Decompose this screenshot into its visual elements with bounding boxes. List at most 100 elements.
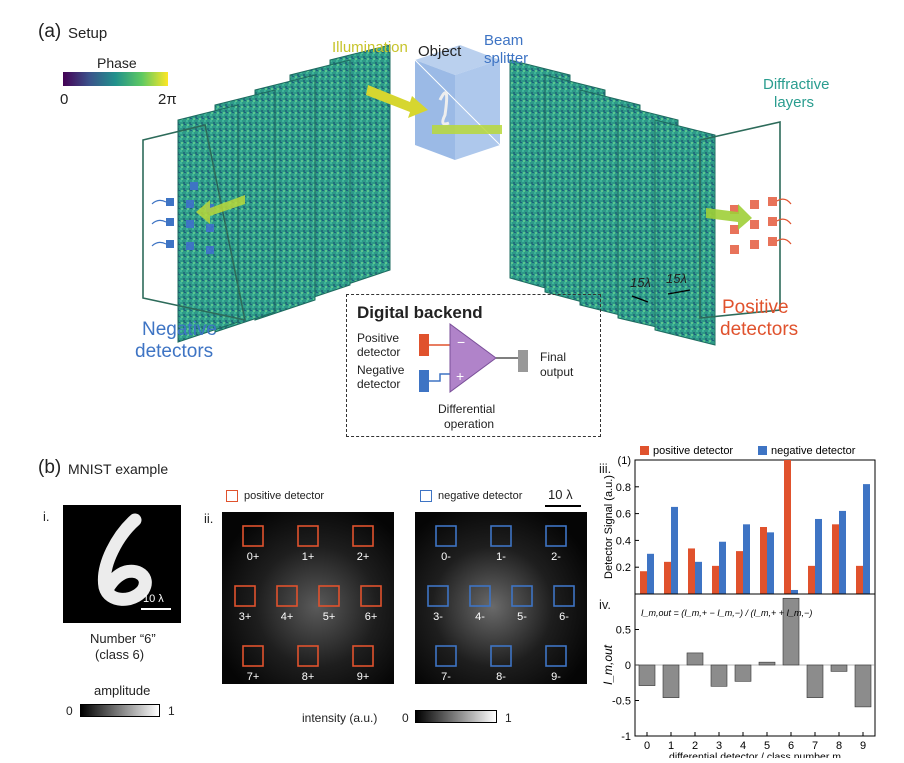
setup-illustration bbox=[142, 44, 792, 346]
positive-detector-box bbox=[352, 525, 374, 547]
negative-detector-label: 5- bbox=[517, 611, 527, 623]
diff-output-bar bbox=[638, 664, 656, 686]
positive-detector-label: 5+ bbox=[323, 611, 336, 623]
diffractive-layer bbox=[177, 104, 239, 343]
diff-output-bar bbox=[782, 597, 800, 666]
legend-positive-marker bbox=[640, 446, 649, 455]
intensity-max: 1 bbox=[505, 711, 512, 725]
backend-positive-detector-icon bbox=[419, 334, 429, 356]
operation-label-2: operation bbox=[444, 417, 495, 431]
negative-signal-bar bbox=[743, 524, 750, 594]
negative-signal-bar bbox=[767, 532, 774, 594]
illumination-arrow bbox=[366, 85, 428, 118]
diff-output-bar bbox=[710, 664, 728, 687]
scale-label-left: 15λ bbox=[630, 275, 651, 290]
amplifier-icon bbox=[449, 323, 497, 393]
positive-detectors-label-1: Positive bbox=[722, 297, 789, 318]
backend-positive-label-2: detector bbox=[357, 345, 401, 359]
digit-caption-2: (class 6) bbox=[95, 647, 145, 662]
negative-signal-bar bbox=[695, 561, 702, 594]
digital-backend-box bbox=[346, 294, 601, 437]
positive-detector-label: 0+ bbox=[247, 551, 260, 563]
diff-output-bar bbox=[758, 661, 776, 666]
negative-detector-box bbox=[545, 645, 567, 667]
positive-detector-box bbox=[242, 525, 264, 547]
split-beam bbox=[432, 125, 502, 134]
negative-detectors-label-2: detectors bbox=[135, 341, 214, 362]
negative-detector-label: 4- bbox=[475, 611, 485, 623]
x-tick-label: 6 bbox=[788, 740, 794, 752]
differential-amplifier-diagram bbox=[419, 323, 528, 393]
negative-detector-wires bbox=[151, 199, 167, 247]
positive-detector-label: 1+ bbox=[302, 551, 315, 563]
positive-signal-bar bbox=[808, 565, 815, 594]
sub-iii-numeral: iii. bbox=[599, 461, 612, 476]
beam-splitter-label-2: splitter bbox=[484, 50, 529, 67]
positive-intensity-map: 0+ 1+ 2+ 3+ 4+ 5+ 6+ 7+ 8+ 9+ bbox=[222, 512, 394, 684]
negative-detector-box bbox=[435, 645, 457, 667]
positive-detector-wires bbox=[776, 198, 792, 245]
negative-detector-grid: 0- 1- 2- 3- 4- 5- 6- 7- 8- 9- bbox=[427, 525, 575, 683]
negative-detector-label: 8- bbox=[496, 671, 506, 683]
positive-signal-bar bbox=[736, 551, 743, 594]
diff-output-bar bbox=[662, 664, 680, 698]
legend-negative-label: negative detector bbox=[438, 490, 523, 502]
beam-splitter-label-1: Beam bbox=[484, 32, 524, 49]
y-tick-label: 0.6 bbox=[616, 509, 631, 521]
negative-signal-bar bbox=[791, 589, 798, 594]
negative-detector-label: 2- bbox=[551, 551, 561, 563]
digit-six-drawing bbox=[97, 513, 171, 610]
positive-detector-label: 6+ bbox=[365, 611, 378, 623]
negative-detector-box bbox=[469, 585, 491, 607]
positive-signal-bar bbox=[784, 460, 791, 594]
y-tick-label: (1) bbox=[618, 455, 631, 467]
output-beam-left bbox=[196, 195, 245, 224]
negative-detector-label: 6- bbox=[559, 611, 569, 623]
legend-negative-marker bbox=[758, 446, 767, 455]
positive-signal-bar bbox=[832, 524, 839, 594]
negative-signal-bar bbox=[719, 541, 726, 594]
positive-detector-grid: 0+ 1+ 2+ 3+ 4+ 5+ 6+ 7+ 8+ 9+ bbox=[234, 525, 382, 683]
sub-ii-numeral: ii. bbox=[204, 511, 214, 526]
positive-detectors-label-2: detectors bbox=[720, 319, 799, 340]
diffractive-layer bbox=[654, 119, 716, 346]
positive-detector-box bbox=[318, 585, 340, 607]
negative-detector-box bbox=[490, 645, 512, 667]
positive-detector-box bbox=[234, 585, 256, 607]
mnist-digit-image bbox=[63, 505, 181, 623]
y-tick-label: 0.5 bbox=[616, 625, 631, 637]
positive-detector-array bbox=[730, 197, 777, 254]
positive-detector-label: 3+ bbox=[239, 611, 252, 623]
sub-i-numeral: i. bbox=[43, 509, 50, 524]
negative-detector-label: 1- bbox=[496, 551, 506, 563]
negative-detector-label: 9- bbox=[551, 671, 561, 683]
diff-y-label: I_m,out bbox=[601, 644, 615, 685]
amplitude-label: amplitude bbox=[94, 683, 151, 698]
negative-detector-box bbox=[511, 585, 533, 607]
legend-positive-label: positive detector bbox=[244, 490, 325, 502]
negative-detector-box bbox=[553, 585, 575, 607]
signal-y-label: Detector Signal (a.u.) bbox=[603, 475, 615, 579]
phase-min: 0 bbox=[60, 91, 69, 108]
positive-signal-bar bbox=[664, 561, 671, 594]
sub-iv-numeral: iv. bbox=[599, 597, 612, 612]
diff-output-bar bbox=[854, 664, 872, 708]
y-tick-label: -0.5 bbox=[612, 696, 631, 708]
intensity-scale-label: 10 λ bbox=[548, 487, 573, 502]
negative-detector-label: 3- bbox=[433, 611, 443, 623]
scale-bar-layer bbox=[667, 289, 691, 295]
positive-signal-bar bbox=[856, 565, 863, 594]
positive-detector-plane bbox=[699, 121, 781, 319]
x-tick-label: 5 bbox=[764, 740, 770, 752]
negative-signal-bar bbox=[815, 518, 822, 594]
left-diffractive-layers bbox=[177, 44, 391, 343]
x-tick-label: 2 bbox=[692, 740, 698, 752]
x-tick-label: 0 bbox=[644, 740, 650, 752]
scale-label-right: 15λ bbox=[666, 271, 687, 286]
operation-label-1: Differential bbox=[438, 402, 496, 416]
scale-bar-layer bbox=[631, 295, 649, 303]
positive-detector-box bbox=[297, 645, 319, 667]
negative-detector-plane bbox=[142, 124, 247, 322]
negative-detector-box bbox=[490, 525, 512, 547]
negative-detectors-label-1: Negative bbox=[142, 319, 217, 340]
